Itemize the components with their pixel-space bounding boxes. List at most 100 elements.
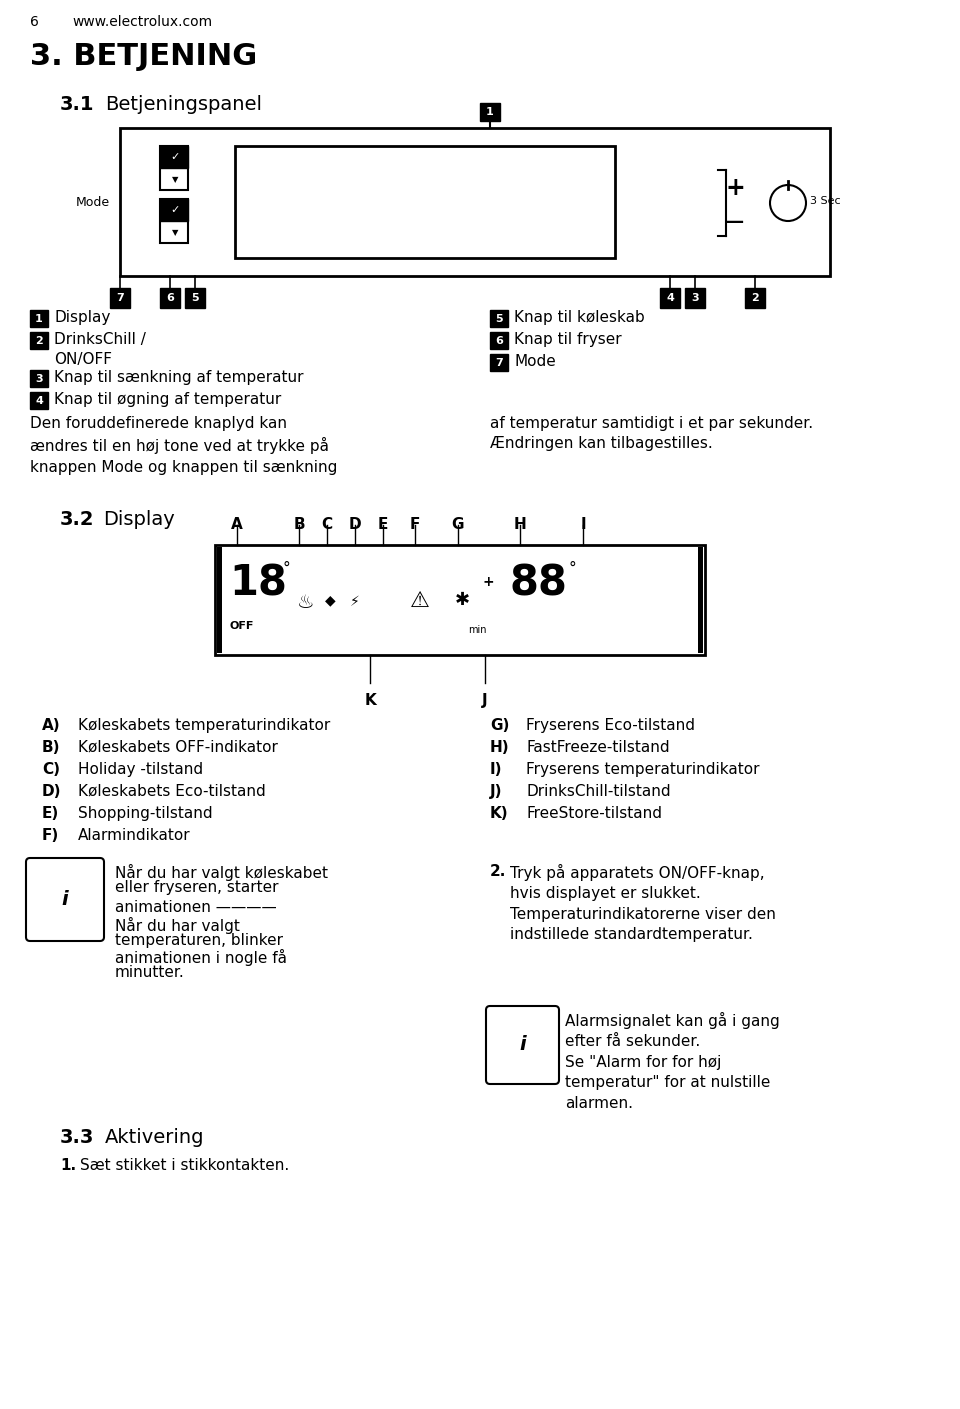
Text: ⚡: ⚡ (350, 595, 360, 609)
Text: Mode: Mode (76, 196, 110, 209)
Text: D: D (348, 517, 361, 533)
Bar (745, 287, 765, 309)
Text: H): H) (490, 740, 510, 755)
Text: Knap til øgning af temperatur: Knap til øgning af temperatur (54, 392, 281, 407)
Text: www.electrolux.com: www.electrolux.com (72, 15, 212, 30)
Text: F: F (410, 517, 420, 533)
Text: +: + (725, 176, 745, 200)
Text: ✱: ✱ (455, 590, 470, 609)
Text: Display: Display (54, 310, 110, 325)
Text: Fryserens Eco-tilstand: Fryserens Eco-tilstand (526, 719, 695, 733)
Text: G): G) (490, 719, 510, 733)
Text: Når du har valgt: Når du har valgt (115, 917, 240, 934)
Text: Display: Display (103, 510, 175, 528)
Text: temperaturen, blinker: temperaturen, blinker (115, 933, 283, 948)
Text: af temperatur samtidigt i et par sekunder.
Ændringen kan tilbagestilles.: af temperatur samtidigt i et par sekunde… (490, 416, 813, 451)
Text: Betjeningspanel: Betjeningspanel (105, 94, 262, 114)
Text: °: ° (283, 561, 291, 576)
Text: C: C (322, 517, 332, 533)
Text: DrinksChill /
ON/OFF: DrinksChill / ON/OFF (54, 333, 146, 368)
Text: 1: 1 (486, 107, 493, 117)
Bar (490, 333, 508, 349)
Text: Holiday -tilstand: Holiday -tilstand (78, 762, 204, 776)
Text: i: i (519, 1036, 526, 1054)
Text: 18: 18 (229, 564, 287, 604)
Text: °: ° (568, 561, 576, 576)
Text: A): A) (42, 719, 60, 733)
Text: D): D) (42, 783, 61, 799)
Text: Alarmsignalet kan gå i gang
efter få sekunder.
Se "Alarm for for høj
temperatur": Alarmsignalet kan gå i gang efter få sek… (565, 1012, 780, 1110)
Text: OFF: OFF (230, 621, 254, 631)
Text: Mode: Mode (514, 354, 556, 369)
Text: 6: 6 (166, 293, 174, 303)
FancyBboxPatch shape (486, 1006, 559, 1084)
Text: E): E) (42, 806, 60, 821)
Text: 2.: 2. (490, 864, 506, 879)
Text: 5: 5 (191, 293, 199, 303)
Text: eller fryseren, starter: eller fryseren, starter (115, 881, 278, 895)
Text: F): F) (42, 828, 60, 843)
Text: 4: 4 (36, 396, 43, 406)
Text: Aktivering: Aktivering (105, 1129, 204, 1147)
Text: J: J (482, 693, 488, 707)
Text: 3.1: 3.1 (60, 94, 94, 114)
Bar (160, 147, 188, 168)
Bar (480, 103, 500, 121)
Text: 3: 3 (36, 373, 43, 383)
Text: 7: 7 (116, 293, 124, 303)
Bar (30, 371, 48, 387)
Text: ♨: ♨ (297, 593, 315, 612)
Bar (30, 392, 48, 409)
Text: Køleskabets temperaturindikator: Køleskabets temperaturindikator (78, 719, 330, 733)
Text: Knap til fryser: Knap til fryser (514, 333, 622, 347)
Text: A: A (231, 517, 243, 533)
Text: ◆: ◆ (325, 593, 336, 607)
Text: 1.: 1. (60, 1158, 76, 1174)
Text: 3 Sec: 3 Sec (810, 196, 841, 206)
Text: 2: 2 (751, 293, 758, 303)
Text: G: G (452, 517, 465, 533)
Text: +: + (483, 575, 494, 589)
Text: 5: 5 (495, 313, 503, 324)
Text: animationen ————: animationen ———— (115, 900, 276, 914)
Text: 88: 88 (510, 564, 568, 604)
Bar (160, 199, 188, 221)
Text: minutter.: minutter. (115, 965, 184, 981)
Text: 3: 3 (691, 293, 699, 303)
Text: Sæt stikket i stikkontakten.: Sæt stikket i stikkontakten. (80, 1158, 289, 1174)
Text: Fryserens temperaturindikator: Fryserens temperaturindikator (526, 762, 759, 776)
Bar (490, 310, 508, 327)
Text: I: I (580, 517, 586, 533)
Text: Når du har valgt køleskabet: Når du har valgt køleskabet (115, 864, 328, 881)
Text: ▼: ▼ (172, 176, 179, 185)
Bar (110, 287, 130, 309)
Text: K: K (364, 693, 376, 707)
Bar (660, 287, 680, 309)
Text: ✓: ✓ (170, 152, 180, 162)
Bar (30, 310, 48, 327)
Text: FastFreeze-tilstand: FastFreeze-tilstand (526, 740, 670, 755)
Bar (215, 545, 705, 655)
Bar (160, 287, 180, 309)
Bar (698, 547, 703, 652)
Bar (185, 287, 205, 309)
Text: 6: 6 (30, 15, 38, 30)
Text: Køleskabets Eco-tilstand: Køleskabets Eco-tilstand (78, 783, 266, 799)
Text: Køleskabets OFF-indikator: Køleskabets OFF-indikator (78, 740, 277, 755)
Text: min: min (468, 626, 487, 635)
Text: 3. BETJENING: 3. BETJENING (30, 42, 257, 70)
Text: ⚠: ⚠ (410, 590, 430, 612)
Text: ✓: ✓ (170, 204, 180, 216)
Text: 2: 2 (36, 335, 43, 345)
Text: 4: 4 (666, 293, 674, 303)
Text: Knap til køleskab: Knap til køleskab (514, 310, 645, 325)
Text: C): C) (42, 762, 60, 776)
Text: B: B (293, 517, 305, 533)
Text: Knap til sænkning af temperatur: Knap til sænkning af temperatur (54, 371, 303, 385)
FancyBboxPatch shape (26, 858, 104, 941)
Text: —: — (726, 213, 744, 231)
Bar (235, 147, 615, 258)
Text: DrinksChill-tilstand: DrinksChill-tilstand (526, 783, 671, 799)
Text: Tryk på apparatets ON/OFF-knap,
hvis displayet er slukket.
Temperaturindikatorer: Tryk på apparatets ON/OFF-knap, hvis dis… (510, 864, 776, 943)
Text: i: i (61, 890, 68, 909)
